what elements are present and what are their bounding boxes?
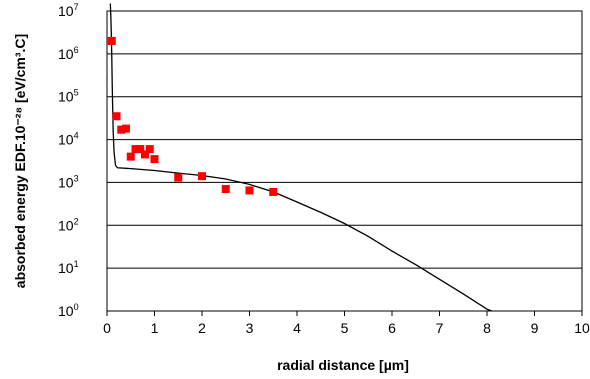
data-point (117, 125, 126, 134)
data-point (269, 187, 278, 196)
y-tick-labels: 100 101 102 103 104 105 106 107 (58, 2, 79, 319)
series-lines (109, 3, 493, 312)
data-point (131, 145, 140, 154)
x-tick-label: 0 (103, 320, 111, 336)
x-tick-labels: 0 1 2 3 4 5 6 7 8 9 10 (103, 311, 590, 336)
x-tick-label: 7 (436, 320, 444, 336)
gridlines (107, 10, 582, 312)
data-point (150, 155, 159, 164)
data-point (107, 36, 116, 45)
x-tick-label: 1 (151, 320, 159, 336)
plot-frame (106, 10, 583, 312)
x-tick-label: 5 (341, 320, 349, 336)
data-point (145, 145, 154, 154)
x-tick-label: 4 (293, 320, 301, 336)
data-point (245, 186, 254, 195)
y-tick-label: 100 (58, 302, 79, 319)
axes (106, 10, 583, 312)
data-point (174, 173, 183, 182)
x-tick-label: 9 (531, 320, 539, 336)
y-tick-label: 104 (58, 131, 79, 148)
data-point (221, 185, 230, 194)
x-tick-label: 6 (388, 320, 396, 336)
data-point (198, 172, 206, 181)
y-tick-label: 101 (58, 259, 79, 276)
x-tick-label: 10 (574, 320, 590, 336)
y-axis-label: absorbed energy EDF.10⁻²⁸ [eV/cm³.C] (12, 34, 28, 288)
data-point (126, 152, 135, 161)
data-point (112, 112, 121, 121)
series-points (107, 36, 278, 196)
y-tick-label: 105 (58, 88, 79, 105)
data-point (122, 124, 130, 133)
y-tick-label: 107 (58, 2, 79, 19)
data-point (136, 145, 145, 154)
x-axis-label: radial distance [µm] (277, 357, 409, 373)
y-tick-label: 103 (58, 173, 79, 190)
x-tick-label: 8 (483, 320, 491, 336)
y-tick-label: 106 (58, 45, 79, 62)
x-tick-label: 3 (246, 320, 254, 336)
series-line (109, 3, 493, 312)
x-tick-label: 2 (198, 320, 206, 336)
data-point (141, 150, 149, 159)
y-tick-label: 102 (58, 216, 79, 233)
